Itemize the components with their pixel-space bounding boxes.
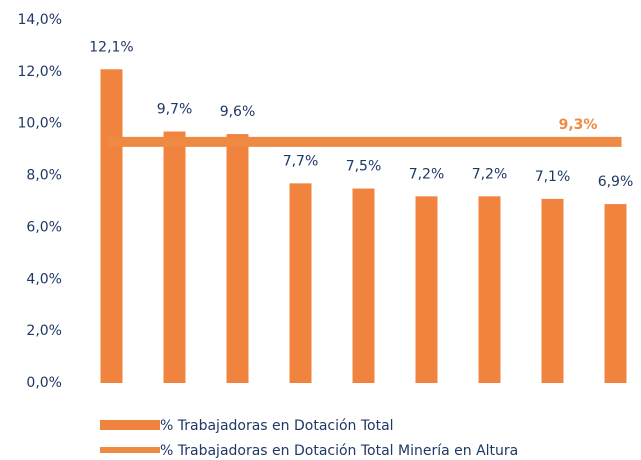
value-label: 7,1% bbox=[535, 169, 571, 185]
y-tick-label: 10,0% bbox=[18, 116, 62, 132]
y-tick-label: 2,0% bbox=[26, 323, 62, 339]
y-tick-label: 14,0% bbox=[18, 12, 62, 28]
y-tick-label: 8,0% bbox=[26, 168, 62, 184]
value-label: 7,2% bbox=[472, 166, 508, 182]
legend-swatch bbox=[100, 420, 160, 430]
bar bbox=[163, 131, 186, 383]
bar bbox=[352, 188, 375, 383]
value-label: 7,2% bbox=[409, 166, 445, 182]
y-tick-label: 6,0% bbox=[26, 219, 62, 235]
bar bbox=[289, 183, 312, 383]
y-tick-label: 12,0% bbox=[18, 64, 62, 80]
bar bbox=[100, 69, 123, 383]
value-label: 9,7% bbox=[157, 101, 193, 117]
value-label: 6,9% bbox=[598, 174, 634, 190]
legend-label: % Trabajadoras en Dotación Total Minería… bbox=[160, 443, 518, 459]
bar bbox=[604, 204, 627, 383]
reference-label: 9,3% bbox=[559, 117, 598, 133]
y-tick-label: 4,0% bbox=[26, 271, 62, 287]
bar bbox=[226, 134, 249, 383]
bar bbox=[541, 198, 564, 383]
bar bbox=[415, 196, 438, 383]
value-label: 7,7% bbox=[283, 153, 319, 169]
legend-label: % Trabajadoras en Dotación Total bbox=[160, 418, 394, 434]
y-tick-label: 0,0% bbox=[26, 375, 62, 391]
bar bbox=[478, 196, 501, 383]
value-label: 7,5% bbox=[346, 159, 382, 175]
value-label: 9,6% bbox=[220, 104, 256, 120]
value-label: 12,1% bbox=[89, 39, 133, 55]
